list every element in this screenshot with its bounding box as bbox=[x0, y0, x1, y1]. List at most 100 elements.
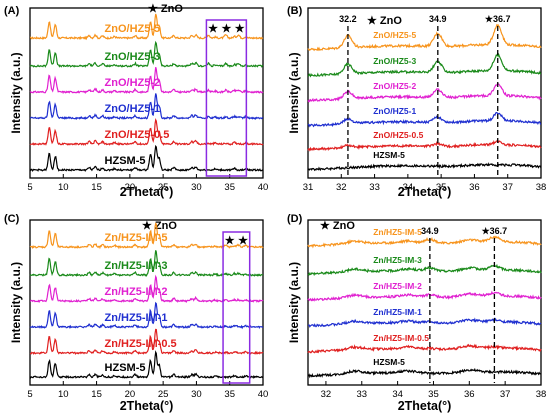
series-line-4 bbox=[29, 117, 264, 146]
x-tick-label: 37 bbox=[500, 389, 511, 400]
reference-label: ★36.7 bbox=[485, 14, 511, 24]
x-tick-label: 36 bbox=[469, 182, 480, 193]
series-label: ZnO/HZ5-3 bbox=[373, 56, 416, 66]
series-label: Zn/HZ5-IM-0.5 bbox=[373, 333, 429, 343]
series-label: ZnO/HZ5-1 bbox=[373, 106, 416, 116]
series-label: HZSM-5 bbox=[105, 155, 146, 167]
series-label: Zn/HZ5-IM-5 bbox=[373, 227, 422, 237]
x-tick-label: 31 bbox=[303, 182, 314, 193]
x-tick-label: 36 bbox=[464, 389, 475, 400]
series-line-1 bbox=[307, 52, 542, 78]
zno-highlight-box bbox=[222, 231, 251, 384]
x-tick-label: 32 bbox=[321, 389, 332, 400]
series-label: ZnO/HZ5-0.5 bbox=[373, 130, 423, 140]
zno-star-marker: ★ bbox=[235, 23, 245, 35]
x-tick-label: 5 bbox=[27, 182, 32, 193]
x-tick-label: 32 bbox=[336, 182, 347, 193]
panel-b: 31 32 33 34 35 36 37 38 2Theta(°) Intensity (a.u.… bbox=[287, 5, 546, 199]
series-line-3 bbox=[29, 301, 264, 330]
x-tick-label: 35 bbox=[436, 182, 447, 193]
x-tick-label: 35 bbox=[224, 389, 235, 400]
x-tick-label: 15 bbox=[91, 389, 102, 400]
x-tick-label: 40 bbox=[258, 389, 269, 400]
x-tick-label: 25 bbox=[158, 182, 169, 193]
zno-star-marker: ★ bbox=[238, 235, 248, 247]
series-line-2 bbox=[307, 82, 542, 103]
zno-star-marker: ★ bbox=[225, 235, 235, 247]
x-axis-label: 2Theta(°) bbox=[120, 399, 174, 413]
x-tick-label: 10 bbox=[58, 182, 69, 193]
y-axis-label: Intensity (a.u.) bbox=[287, 262, 301, 343]
series-line-3 bbox=[308, 317, 542, 328]
series-line-5 bbox=[307, 367, 542, 379]
series-line-4 bbox=[307, 138, 542, 152]
series-label: Zn/HZ5-IM-2 bbox=[373, 281, 422, 291]
plot-frame bbox=[29, 219, 264, 386]
zno-star-marker: ★ bbox=[221, 23, 231, 35]
series-label: Zn/HZ5-IM-3 bbox=[105, 260, 168, 272]
series-label: ZnO/HZ5-5 bbox=[373, 30, 416, 40]
series-line-1 bbox=[29, 250, 263, 278]
x-tick-label: 20 bbox=[125, 182, 136, 193]
series-line-3 bbox=[29, 93, 264, 121]
series-label: Zn/HZ5-IM-1 bbox=[373, 307, 422, 317]
x-tick-label: 33 bbox=[369, 182, 380, 193]
x-tick-label: 10 bbox=[58, 389, 69, 400]
x-tick-label: 38 bbox=[536, 389, 547, 400]
x-tick-label: 33 bbox=[356, 389, 367, 400]
panel-label: (C) bbox=[4, 213, 20, 225]
panel-label: (D) bbox=[287, 213, 303, 225]
x-tick-label: 15 bbox=[91, 182, 102, 193]
series-line-1 bbox=[307, 263, 542, 277]
series-line-0 bbox=[307, 23, 542, 52]
series-label: Zn/HZ5-IM-1 bbox=[105, 312, 168, 324]
series-line-0 bbox=[29, 13, 264, 41]
series-line-4 bbox=[29, 328, 264, 356]
series-line-2 bbox=[29, 67, 264, 95]
x-axis-label: 2Theta(°) bbox=[398, 185, 452, 199]
series-label: Zn/HZ5-IM-0.5 bbox=[105, 338, 177, 350]
series-line-3 bbox=[307, 111, 541, 128]
plot-frame bbox=[29, 7, 264, 179]
zno-legend: ★ ZnO bbox=[148, 3, 183, 15]
y-axis-label: Intensity (a.u.) bbox=[9, 262, 23, 343]
series-line-5 bbox=[307, 162, 542, 172]
x-tick-label: 35 bbox=[224, 182, 235, 193]
panel-label: (B) bbox=[287, 5, 303, 17]
series-label: Zn/HZ5-IM-3 bbox=[373, 255, 422, 265]
x-tick-label: 34 bbox=[403, 182, 414, 193]
series-line-5 bbox=[29, 144, 264, 173]
series-label: ZnO/HZ5-5 bbox=[105, 23, 161, 35]
series-label: ZnO/HZ5-0.5 bbox=[105, 129, 170, 141]
x-tick-label: 20 bbox=[125, 389, 136, 400]
panel-label: (A) bbox=[4, 5, 20, 17]
zno-legend: ★ ZnO bbox=[367, 15, 402, 27]
x-axis-label: 2Theta(°) bbox=[120, 185, 174, 199]
plot-frame bbox=[307, 219, 542, 386]
series-line-0 bbox=[29, 222, 264, 250]
series-label: HZSM-5 bbox=[373, 150, 405, 160]
zno-star-marker: ★ bbox=[208, 23, 218, 35]
series-label: ZnO/HZ5-1 bbox=[105, 103, 161, 115]
plot-frame bbox=[307, 7, 542, 179]
x-tick-label: 5 bbox=[27, 389, 32, 400]
x-tick-label: 30 bbox=[191, 389, 202, 400]
series-line-1 bbox=[29, 40, 264, 68]
reference-label: 32.2 bbox=[339, 14, 357, 24]
series-label: Zn/HZ5-IM-2 bbox=[105, 286, 168, 298]
series-line-2 bbox=[307, 290, 542, 302]
series-label: ZnO/HZ5-2 bbox=[373, 81, 416, 91]
y-axis-label: Intensity (a.u.) bbox=[9, 52, 23, 133]
series-label: ZnO/HZ5-2 bbox=[105, 77, 161, 89]
zno-legend: ★ ZnO bbox=[142, 220, 177, 232]
series-label: Zn/HZ5-IM-5 bbox=[105, 232, 168, 244]
series-line-2 bbox=[30, 274, 264, 304]
x-tick-label: 25 bbox=[158, 389, 169, 400]
series-line-4 bbox=[307, 343, 542, 354]
x-tick-label: 38 bbox=[536, 182, 547, 193]
x-axis-label: 2Theta(°) bbox=[398, 399, 452, 413]
x-tick-label: 37 bbox=[502, 182, 513, 193]
reference-label: 34.9 bbox=[421, 226, 439, 236]
reference-label: ★36.7 bbox=[482, 226, 508, 236]
